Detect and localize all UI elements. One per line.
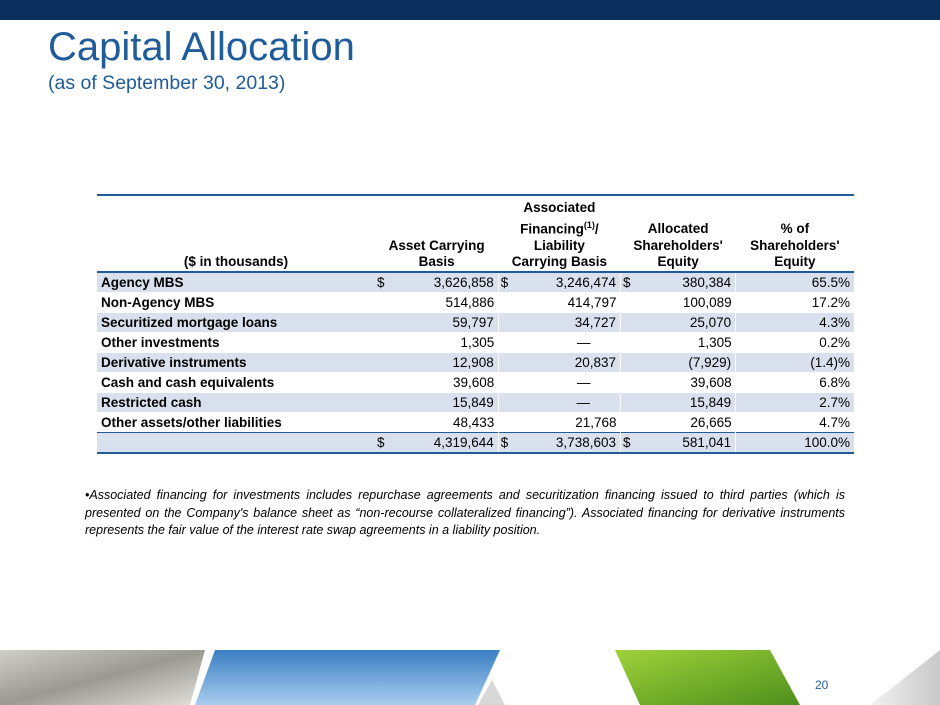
table-row: Other assets/other liabilities 48,433 21… (97, 412, 854, 432)
header-pct: % of Shareholders' Equity (750, 221, 840, 269)
table-row: Restricted cash 15,849 — 15,849 2.7% (97, 392, 854, 412)
header-asset: Asset Carrying Basis (388, 237, 485, 270)
table-row: Agency MBS $ 3,626,858 $ 3,246,474 $ 380… (97, 271, 854, 292)
table-row: Derivative instruments 12,908 20,837 (7,… (97, 352, 854, 372)
table-total-row: $ 4,319,644 $ 3,738,603 $ 581,041 100.0% (97, 432, 854, 453)
page-title: Capital Allocation (48, 25, 355, 69)
top-banner (0, 0, 940, 20)
decorative-image-strip (0, 650, 940, 705)
page-number: 20 (815, 678, 829, 692)
header-label: ($ in thousands) (183, 254, 289, 269)
grey-panel (870, 650, 940, 705)
header-financing: Associated Financing(1)/ Liability Carry… (511, 200, 608, 269)
rope-image (0, 650, 205, 705)
fold-image (478, 680, 505, 705)
table-header-row: ($ in thousands) Asset Carrying Basis As… (97, 195, 854, 272)
capital-allocation-table: ($ in thousands) Asset Carrying Basis As… (97, 194, 854, 454)
leaf-image (615, 650, 800, 705)
footnote: •Associated financing for investments in… (85, 488, 845, 537)
sky-image (195, 650, 500, 705)
table-row: Non-Agency MBS 514,886 414,797 100,089 1… (97, 292, 854, 312)
table-row: Cash and cash equivalents 39,608 — 39,60… (97, 372, 854, 392)
table-row: Other investments 1,305 — 1,305 0.2% (97, 332, 854, 352)
header-allocated: Allocated Shareholders' Equity (633, 221, 723, 269)
table-row: Securitized mortgage loans 59,797 34,727… (97, 312, 854, 332)
page-subtitle: (as of September 30, 2013) (48, 72, 286, 94)
